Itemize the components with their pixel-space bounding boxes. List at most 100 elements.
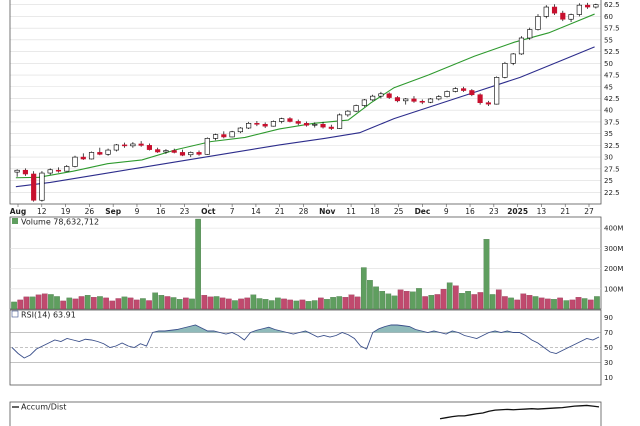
rsi-tick-label: 90: [604, 314, 613, 322]
candle-body: [47, 169, 53, 174]
candlestick: [328, 124, 334, 130]
candlestick: [411, 96, 417, 103]
volume-bar: [41, 293, 48, 310]
volume-bar: [293, 300, 300, 310]
candlestick: [105, 148, 111, 156]
candle-body: [155, 149, 161, 153]
volume-bar: [201, 295, 208, 310]
volume-bar: [133, 299, 140, 310]
candlestick: [312, 122, 318, 128]
volume-bar: [489, 294, 496, 310]
candlestick: [179, 149, 186, 157]
candle-body: [411, 98, 417, 102]
candle-body: [312, 123, 318, 126]
date-tick-label: Oct: [201, 207, 216, 216]
candlestick: [55, 167, 62, 173]
rsi-tick-label: 10: [604, 374, 613, 382]
volume-bar: [354, 296, 361, 310]
candlestick: [510, 52, 516, 66]
candlestick: [303, 121, 310, 127]
volume-bar: [189, 298, 195, 310]
candlestick: [585, 2, 591, 9]
candle-body: [262, 123, 268, 127]
volume-bar: [262, 299, 269, 310]
candlestick: [551, 4, 558, 16]
volume-bar: [84, 295, 91, 310]
date-tick-label: Sep: [105, 207, 121, 216]
price-tick-label: 52.5: [604, 48, 620, 56]
date-tick-label: 28: [299, 207, 309, 216]
candlestick: [88, 151, 95, 160]
candlestick: [122, 142, 128, 148]
volume-bar: [520, 293, 527, 310]
candle-body: [427, 98, 434, 103]
candle-body: [593, 4, 599, 8]
candle-body: [568, 14, 574, 20]
volume-bar: [367, 280, 373, 310]
candlestick: [221, 131, 227, 139]
volume-bar: [244, 297, 251, 310]
candle-body: [502, 63, 508, 78]
candle-body: [461, 88, 467, 91]
volume-bar: [385, 293, 392, 310]
candlestick: [97, 147, 103, 156]
volume-bar: [152, 292, 159, 310]
candlestick: [80, 153, 86, 160]
volume-bar: [195, 218, 201, 310]
volume-bar: [440, 289, 447, 310]
short-moving-average-line: [15, 13, 595, 179]
candlestick: [14, 169, 20, 177]
candlestick: [204, 137, 210, 155]
candle-body: [171, 150, 177, 153]
date-tick-label: 16: [465, 207, 475, 216]
volume-bar: [545, 298, 551, 310]
candle-body: [543, 6, 549, 17]
candle-body: [361, 99, 367, 106]
candlestick: [353, 104, 359, 113]
candle-body: [576, 4, 582, 15]
candlestick: [270, 120, 277, 127]
candle-body: [138, 143, 144, 146]
candlestick: [246, 121, 252, 129]
volume-bar: [219, 297, 226, 310]
candlestick: [394, 96, 401, 103]
volume-frame: [9, 216, 602, 310]
rsi-overbought-area: [372, 325, 428, 333]
volume-bar: [207, 296, 214, 310]
candle-body: [122, 144, 128, 147]
volume-bar: [594, 296, 600, 310]
volume-bar: [238, 298, 244, 310]
candle-body: [469, 90, 475, 96]
volume-bar: [360, 267, 367, 310]
volume-bar: [508, 297, 514, 310]
date-tick-label: Dec: [415, 207, 431, 216]
candlestick: [444, 90, 450, 98]
volume-bar: [232, 300, 238, 310]
volume-bar: [557, 297, 563, 310]
volume-bar: [121, 296, 128, 310]
candlestick: [138, 141, 144, 147]
date-tick-label: 11: [346, 207, 356, 216]
price-tick-label: 22.5: [604, 189, 620, 197]
candle-body: [287, 118, 293, 122]
candle-body: [518, 37, 525, 55]
price-tick-label: 47.5: [604, 72, 620, 80]
volume-bar: [459, 293, 465, 310]
volume-bar: [483, 239, 490, 310]
candle-body: [436, 96, 442, 100]
candlestick: [593, 3, 599, 9]
candlestick: [163, 149, 169, 154]
date-tick-label: 27: [584, 207, 594, 216]
candle-body: [80, 156, 86, 160]
candle-body: [551, 6, 558, 14]
candlestick: [146, 143, 152, 151]
candlestick: [188, 151, 194, 158]
date-tick-label: 23: [489, 207, 499, 216]
volume-bar: [54, 296, 60, 310]
date-tick-label: 21: [275, 207, 285, 216]
volume-bar: [446, 282, 453, 310]
rsi-legend-swatch: [11, 310, 19, 318]
volume-bar: [103, 297, 109, 310]
candlestick: [502, 61, 508, 79]
candlestick: [403, 98, 409, 105]
